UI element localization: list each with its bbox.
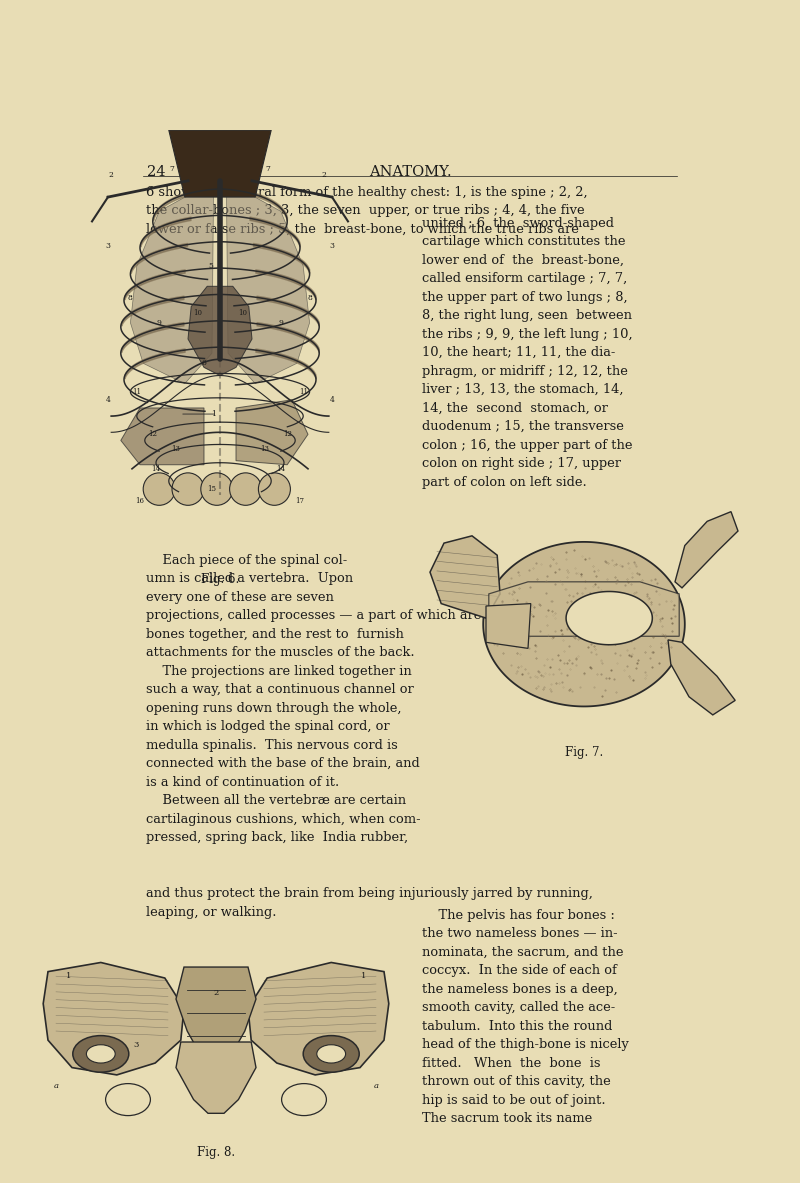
Text: 11: 11 <box>132 388 142 396</box>
Text: 15: 15 <box>207 485 217 493</box>
Polygon shape <box>236 400 308 465</box>
Text: 11: 11 <box>298 388 308 396</box>
Text: Fig. 7.: Fig. 7. <box>565 746 603 758</box>
Ellipse shape <box>86 1045 115 1064</box>
Text: ANATOMY.: ANATOMY. <box>369 164 451 179</box>
Text: 3: 3 <box>106 241 110 250</box>
Polygon shape <box>668 640 735 715</box>
Ellipse shape <box>143 473 175 505</box>
Polygon shape <box>43 963 184 1075</box>
Text: 10: 10 <box>193 309 202 317</box>
Text: 5: 5 <box>208 261 213 270</box>
Polygon shape <box>489 582 679 636</box>
Text: 8: 8 <box>307 295 312 303</box>
Text: united ; 6, the  sword-shaped
cartilage which constitutes the
lower end of  the : united ; 6, the sword-shaped cartilage w… <box>422 216 633 489</box>
Polygon shape <box>169 130 271 198</box>
Polygon shape <box>226 185 310 383</box>
Polygon shape <box>176 967 256 1064</box>
Text: 17: 17 <box>295 497 305 505</box>
Text: 1: 1 <box>66 972 71 981</box>
Polygon shape <box>430 536 500 619</box>
Text: 8: 8 <box>128 295 133 303</box>
Polygon shape <box>486 603 531 648</box>
Ellipse shape <box>282 1084 326 1116</box>
Text: 6 shows the natural form of the healthy chest: 1, is the spine ; 2, 2,
the colla: 6 shows the natural form of the healthy … <box>146 186 588 235</box>
Text: 16: 16 <box>135 497 145 505</box>
Polygon shape <box>121 408 204 465</box>
Ellipse shape <box>201 473 233 505</box>
Text: a: a <box>374 1082 378 1090</box>
Text: 1: 1 <box>361 972 366 981</box>
Text: 14: 14 <box>151 465 161 473</box>
Text: 4: 4 <box>330 396 334 403</box>
Text: 7: 7 <box>266 164 270 173</box>
Text: a: a <box>54 1082 58 1090</box>
Polygon shape <box>176 1042 256 1113</box>
Text: 24: 24 <box>146 164 165 179</box>
Polygon shape <box>248 963 389 1075</box>
Text: 10: 10 <box>238 309 247 317</box>
Ellipse shape <box>258 473 290 505</box>
Polygon shape <box>566 592 652 645</box>
Polygon shape <box>188 286 252 375</box>
Text: 14: 14 <box>276 465 286 473</box>
Text: 6: 6 <box>202 360 206 368</box>
Text: 12: 12 <box>148 431 158 439</box>
Text: 7: 7 <box>170 164 174 173</box>
Polygon shape <box>675 512 738 588</box>
Text: 3: 3 <box>134 1041 138 1049</box>
Polygon shape <box>483 542 685 706</box>
Ellipse shape <box>106 1084 150 1116</box>
Text: 9: 9 <box>157 318 162 327</box>
Text: 2: 2 <box>322 170 326 179</box>
Ellipse shape <box>172 473 204 505</box>
Text: 12: 12 <box>282 431 292 439</box>
Text: Each piece of the spinal col-
umn is called a vertebra.  Upon
every one of these: Each piece of the spinal col- umn is cal… <box>146 554 580 845</box>
Text: and thus protect the brain from being injuriously jarred by running,
leaping, or: and thus protect the brain from being in… <box>146 887 594 918</box>
Text: 2: 2 <box>214 989 218 996</box>
Text: 13: 13 <box>260 445 270 453</box>
Text: 1: 1 <box>211 411 216 418</box>
Ellipse shape <box>303 1035 359 1072</box>
Ellipse shape <box>317 1045 346 1064</box>
Text: 9: 9 <box>278 318 283 327</box>
Text: 13: 13 <box>170 445 180 453</box>
Text: Fig. 6.: Fig. 6. <box>201 573 239 586</box>
Ellipse shape <box>73 1035 129 1072</box>
Polygon shape <box>130 185 214 383</box>
Text: 4: 4 <box>106 396 110 403</box>
Ellipse shape <box>230 473 262 505</box>
Text: 3: 3 <box>330 241 334 250</box>
Text: The pelvis has four bones :
the two nameless bones — in-
nominata, the sacrum, a: The pelvis has four bones : the two name… <box>422 909 630 1125</box>
Text: 2: 2 <box>109 170 114 179</box>
Text: Fig. 8.: Fig. 8. <box>197 1146 235 1159</box>
